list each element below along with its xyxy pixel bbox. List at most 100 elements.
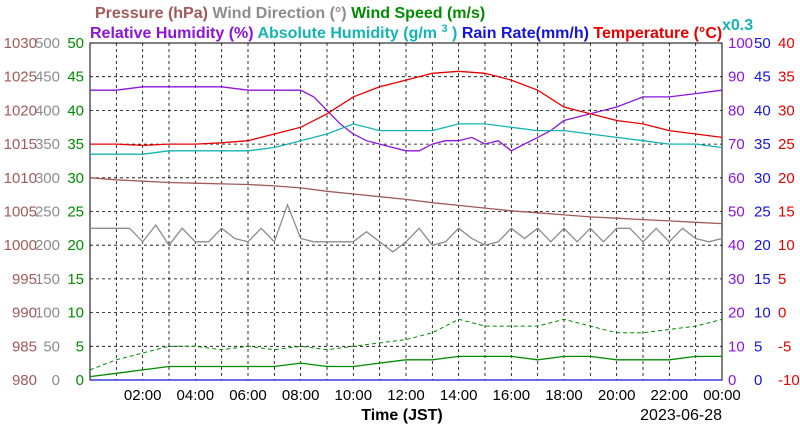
- y-tick-temperature: 10: [778, 237, 795, 254]
- series-absolute-humidity-g-m3-x0-3: [90, 123, 723, 155]
- y-tick-temperature: 30: [778, 102, 795, 119]
- y-tick-pressure: 1005: [4, 204, 37, 221]
- legend-scale-note: x0.3: [722, 17, 753, 34]
- y-tick-wind-speed: 45: [67, 69, 84, 86]
- y-tick-relative-humidity: 0: [728, 372, 736, 389]
- y-tick-temperature: 40: [778, 35, 795, 52]
- y-tick-relative-humidity: 70: [728, 136, 745, 153]
- y-tick-relative-humidity: 80: [728, 102, 745, 119]
- y-tick-temperature: -5: [778, 338, 791, 355]
- y-tick-wind-direction: 350: [35, 136, 60, 153]
- plot-grid: [90, 43, 722, 380]
- x-tick-label: 20:00: [598, 387, 636, 404]
- x-tick-label: 04:00: [177, 387, 215, 404]
- legend-wind-speed: Wind Speed (m/s): [351, 5, 485, 22]
- y-tick-relative-humidity: 100: [728, 35, 753, 52]
- y-tick-wind-direction: 500: [35, 35, 60, 52]
- y-tick-pressure: 1025: [4, 69, 37, 86]
- y-tick-temperature: 15: [778, 204, 795, 221]
- x-tick-label: 12:00: [387, 387, 425, 404]
- x-tick-label: 10:00: [335, 387, 373, 404]
- x-axis-ticks: 02:00 04:00 06:00 08:00 10:00 12:00 14:00 16:00…: [124, 387, 741, 404]
- y-tick-wind-direction: 100: [35, 305, 60, 322]
- x-tick-label: 14:00: [440, 387, 478, 404]
- y-axis-ticks: 9809859909951000100510101015102010251030…: [4, 35, 800, 389]
- y-tick-wind-speed: 10: [67, 305, 84, 322]
- x-tick-label: 06:00: [229, 387, 267, 404]
- y-tick-pressure: 1010: [4, 170, 37, 187]
- y-tick-wind-speed: 20: [67, 237, 84, 254]
- y-tick-pressure: 1030: [4, 35, 37, 52]
- y-tick-wind-direction: 0: [52, 372, 60, 389]
- y-tick-wind-speed: 50: [67, 35, 84, 52]
- y-tick-pressure: 995: [12, 271, 37, 288]
- y-tick-rain-rate: 0: [754, 372, 762, 389]
- y-tick-relative-humidity: 60: [728, 170, 745, 187]
- y-tick-pressure: 1015: [4, 136, 37, 153]
- x-tick-label: 22:00: [651, 387, 689, 404]
- series-layer: [89, 70, 723, 381]
- y-tick-pressure: 985: [12, 338, 37, 355]
- y-tick-temperature: 0: [778, 305, 786, 322]
- y-tick-rain-rate: 40: [754, 102, 771, 119]
- x-tick-label: 16:00: [493, 387, 531, 404]
- y-tick-temperature: 35: [778, 69, 795, 86]
- y-tick-temperature: 5: [778, 271, 786, 288]
- y-tick-rain-rate: 45: [754, 69, 771, 86]
- series-relative-humidity: [90, 86, 723, 152]
- y-tick-rain-rate: 10: [754, 305, 771, 322]
- legend-absolute-humidity: Absolute Humidity (g/m: [257, 25, 437, 42]
- y-tick-relative-humidity: 90: [728, 69, 745, 86]
- y-tick-pressure: 1000: [4, 237, 37, 254]
- x-axis-label: Time (JST): [361, 407, 443, 424]
- y-tick-wind-speed: 25: [67, 204, 84, 221]
- y-tick-wind-speed: 35: [67, 136, 84, 153]
- y-tick-rain-rate: 25: [754, 204, 771, 221]
- series-wind-speed-gust: [89, 318, 723, 371]
- y-tick-rain-rate: 5: [754, 338, 762, 355]
- y-tick-rain-rate: 50: [754, 35, 771, 52]
- y-tick-pressure: 1020: [4, 102, 37, 119]
- y-tick-rain-rate: 35: [754, 136, 771, 153]
- y-tick-temperature: 20: [778, 170, 795, 187]
- y-tick-wind-speed: 30: [67, 170, 84, 187]
- series-wind-speed-m-s: [89, 355, 722, 378]
- legend-absolute-humidity-sup: 3: [441, 23, 447, 35]
- y-tick-wind-speed: 15: [67, 271, 84, 288]
- y-tick-wind-direction: 250: [35, 204, 60, 221]
- y-tick-wind-direction: 300: [35, 170, 60, 187]
- y-tick-wind-speed: 40: [67, 102, 84, 119]
- y-tick-temperature: -10: [778, 372, 800, 389]
- y-tick-rain-rate: 30: [754, 170, 771, 187]
- series-temperature-c: [90, 70, 723, 147]
- y-tick-relative-humidity: 30: [728, 271, 745, 288]
- y-tick-relative-humidity: 20: [728, 305, 745, 322]
- x-tick-label: 02:00: [124, 387, 162, 404]
- y-tick-wind-speed: 5: [76, 338, 84, 355]
- legend-relative-humidity: Relative Humidity (%): [90, 25, 254, 42]
- y-tick-relative-humidity: 50: [728, 204, 745, 221]
- y-tick-rain-rate: 15: [754, 271, 771, 288]
- y-tick-wind-direction: 150: [35, 271, 60, 288]
- x-tick-label: 00:00: [703, 387, 741, 404]
- series-wind-direction: [90, 202, 723, 253]
- y-tick-wind-speed: 0: [76, 372, 84, 389]
- y-tick-rain-rate: 20: [754, 237, 771, 254]
- y-tick-pressure: 990: [12, 305, 37, 322]
- y-tick-wind-direction: 400: [35, 102, 60, 119]
- chart-date: 2023-06-28: [640, 407, 722, 424]
- y-tick-wind-direction: 200: [35, 237, 60, 254]
- y-tick-relative-humidity: 40: [728, 237, 745, 254]
- y-tick-relative-humidity: 10: [728, 338, 745, 355]
- legend-temperature: Temperature (°C): [593, 25, 722, 42]
- y-tick-wind-direction: 450: [35, 69, 60, 86]
- y-tick-pressure: 980: [12, 372, 37, 389]
- x-tick-label: 08:00: [282, 387, 320, 404]
- legend-absolute-humidity-close: ): [452, 25, 457, 42]
- legend-pressure: Pressure (hPa): [95, 5, 208, 22]
- legend-row-2: Relative Humidity (%) Absolute Humidity …: [90, 19, 722, 42]
- series-pressure-hpa: [89, 177, 723, 225]
- legend-rain-rate: Rain Rate(mm/h): [462, 25, 589, 42]
- y-tick-wind-direction: 50: [43, 338, 60, 355]
